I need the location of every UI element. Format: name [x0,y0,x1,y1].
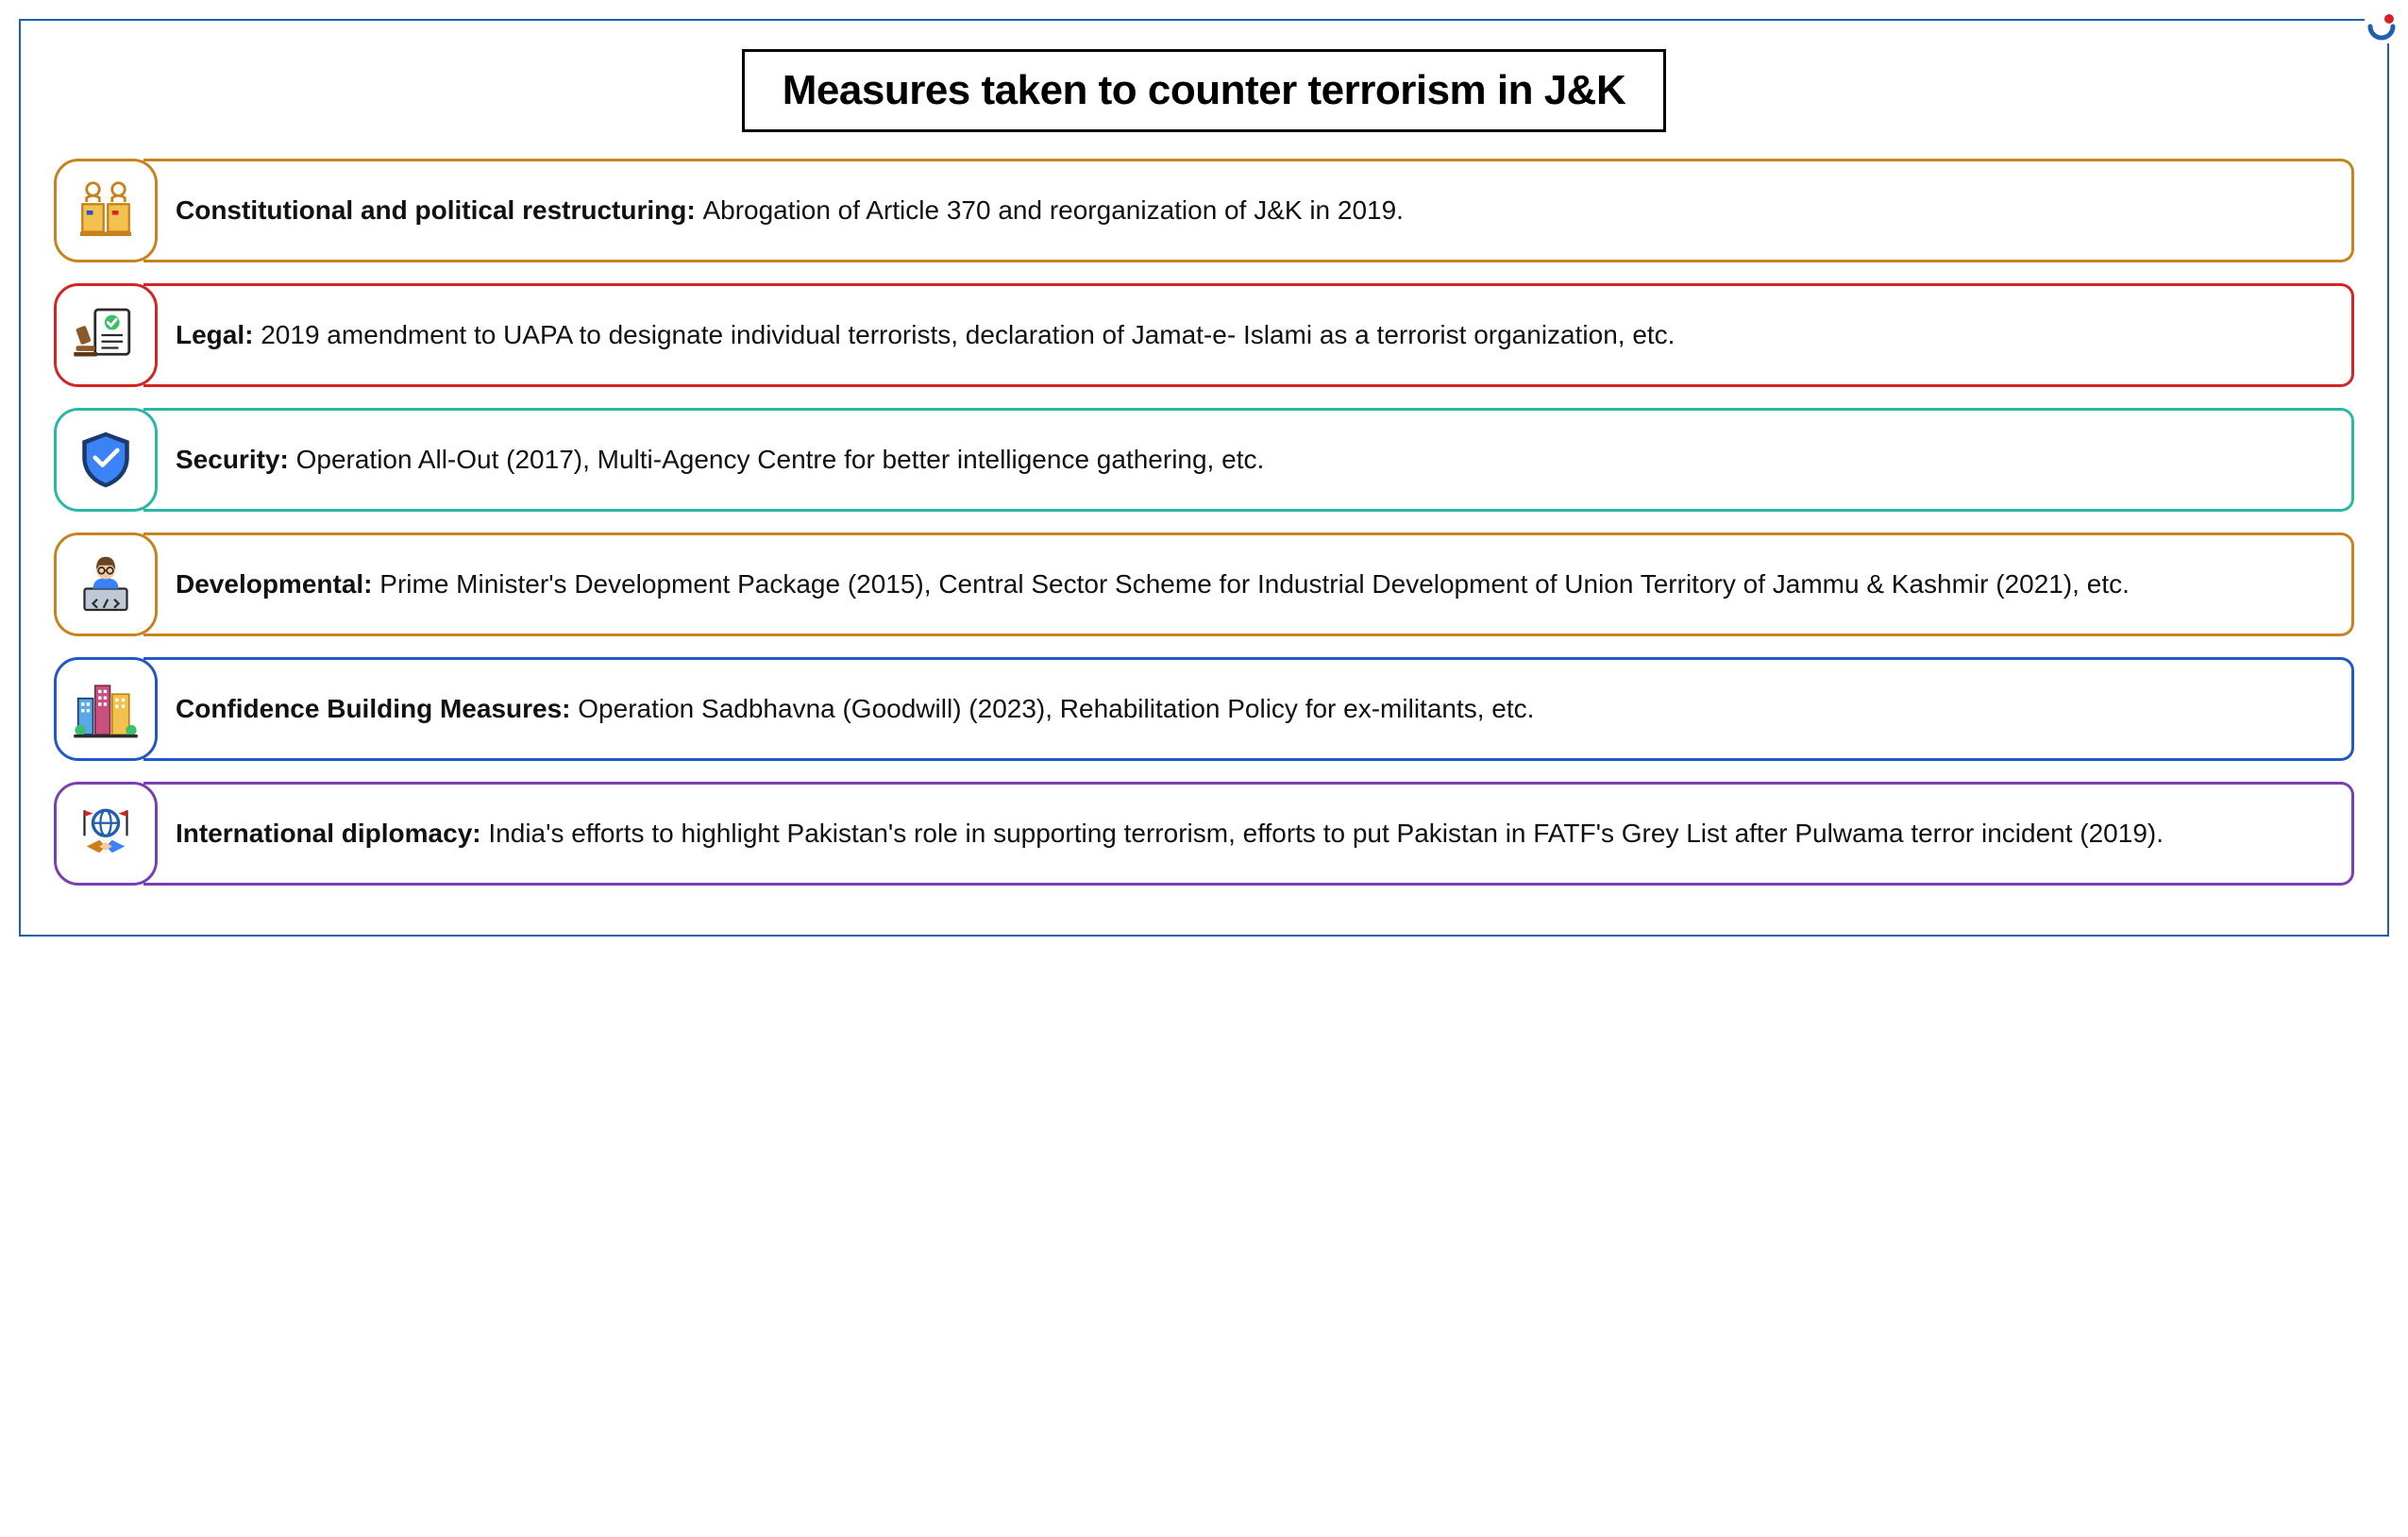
measure-body: Abrogation of Article 370 and reorganiza… [702,195,1404,225]
measure-label: International diplomacy: [176,819,488,848]
gavel-doc-icon [54,283,158,387]
measure-text: Confidence Building Measures: Operation … [143,657,2354,761]
measure-row: International diplomacy: India's efforts… [54,782,2354,886]
measure-label: Developmental: [176,569,379,599]
measure-body: India's efforts to highlight Pakistan's … [488,819,2164,848]
rows-container: Constitutional and political restructuri… [54,159,2354,886]
measure-row: Security: Operation All-Out (2017), Mult… [54,408,2354,512]
buildings-icon [54,657,158,761]
measure-body: Prime Minister's Development Package (20… [379,569,2130,599]
measure-label: Confidence Building Measures: [176,694,578,723]
measure-body: 2019 amendment to UAPA to designate indi… [261,320,1675,349]
measure-text: International diplomacy: India's efforts… [143,782,2354,886]
brand-logo-icon [2365,9,2399,43]
measure-text: Developmental: Prime Minister's Developm… [143,532,2354,636]
shield-icon [54,408,158,512]
page-title: Measures taken to counter terrorism in J… [783,67,1625,114]
measure-text: Legal: 2019 amendment to UAPA to designa… [143,283,2354,387]
measure-row: Confidence Building Measures: Operation … [54,657,2354,761]
measure-body: Operation Sadbhavna (Goodwill) (2023), R… [578,694,1534,723]
measure-text: Constitutional and political restructuri… [143,159,2354,262]
measure-label: Legal: [176,320,261,349]
measure-body: Operation All-Out (2017), Multi-Agency C… [296,445,1265,474]
diplomacy-icon [54,782,158,886]
infographic-frame: Measures taken to counter terrorism in J… [19,19,2389,937]
measure-row: Legal: 2019 amendment to UAPA to designa… [54,283,2354,387]
measure-label: Constitutional and political restructuri… [176,195,702,225]
measure-row: Constitutional and political restructuri… [54,159,2354,262]
title-box: Measures taken to counter terrorism in J… [742,49,1666,132]
measure-row: Developmental: Prime Minister's Developm… [54,532,2354,636]
podium-icon [54,159,158,262]
measure-label: Security: [176,445,296,474]
developer-icon [54,532,158,636]
measure-text: Security: Operation All-Out (2017), Mult… [143,408,2354,512]
